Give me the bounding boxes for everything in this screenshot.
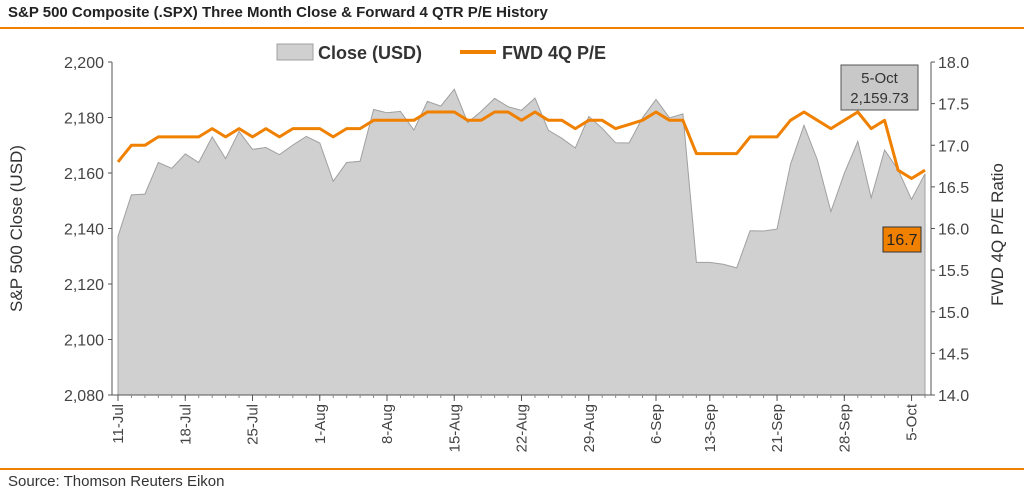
chart-title: S&P 500 Composite (.SPX) Three Month Clo… xyxy=(8,4,548,21)
y-right-tick-label: 17.5 xyxy=(938,97,969,114)
bottom-divider xyxy=(0,468,1024,470)
pe-line-series xyxy=(116,110,926,180)
close-area-series xyxy=(117,88,926,396)
x-tick-label: 1-Aug xyxy=(312,404,329,444)
y-right-tick-label: 14.0 xyxy=(938,388,969,405)
y-right-tick-label: 16.5 xyxy=(938,180,969,197)
legend-pe-label: FWD 4Q P/E xyxy=(502,43,606,63)
close-callout-box xyxy=(840,64,919,111)
y-right-tick-label: 15.5 xyxy=(938,263,969,280)
y-left-tick-label: 2,140 xyxy=(64,222,104,239)
x-tick-label: 15-Aug xyxy=(446,404,463,452)
y-left-tick-label: 2,080 xyxy=(64,388,104,405)
x-tick-label: 18-Jul xyxy=(177,404,194,445)
pe-callout-value: 16.7 xyxy=(886,232,917,249)
y-left-tick-label: 2,180 xyxy=(64,111,104,128)
y-left-tick-label: 2,200 xyxy=(64,55,104,72)
legend-close-swatch xyxy=(276,43,314,61)
y-left-tick-label: 2,120 xyxy=(64,277,104,294)
x-tick-label: 6-Sep xyxy=(648,404,665,444)
y-right-tick-label: 16.0 xyxy=(938,222,969,239)
source-note: Source: Thomson Reuters Eikon xyxy=(8,473,225,490)
y-left-tick-label: 2,100 xyxy=(64,333,104,350)
legend-close-label: Close (USD) xyxy=(318,43,422,63)
x-tick-label: 5-Oct xyxy=(904,403,921,441)
y-right-tick-label: 14.5 xyxy=(938,346,969,363)
pe-callout-box xyxy=(882,226,922,253)
x-tick-label: 28-Sep xyxy=(836,404,853,452)
x-tick-label: 25-Jul xyxy=(245,404,262,445)
x-tick-label: 11-Jul xyxy=(110,404,127,444)
top-divider xyxy=(0,27,1024,29)
y-right-tick-label: 17.0 xyxy=(938,138,969,155)
close-callout-value: 2,159.73 xyxy=(850,90,908,107)
y-right-tick-label: 15.0 xyxy=(938,305,969,322)
x-tick-label: 29-Aug xyxy=(581,404,598,452)
y-right-tick-label: 18.0 xyxy=(938,55,969,72)
x-tick-label: 22-Aug xyxy=(514,404,531,452)
close-callout-date: 5-Oct xyxy=(861,70,899,87)
y-axis-right-title: FWD 4Q P/E Ratio xyxy=(988,163,1007,306)
y-axis-left-title: S&P 500 Close (USD) xyxy=(7,145,26,312)
x-tick-label: 21-Sep xyxy=(769,404,786,452)
x-tick-label: 8-Aug xyxy=(379,404,396,444)
x-tick-label: 13-Sep xyxy=(702,404,719,452)
y-left-tick-label: 2,160 xyxy=(64,166,104,183)
